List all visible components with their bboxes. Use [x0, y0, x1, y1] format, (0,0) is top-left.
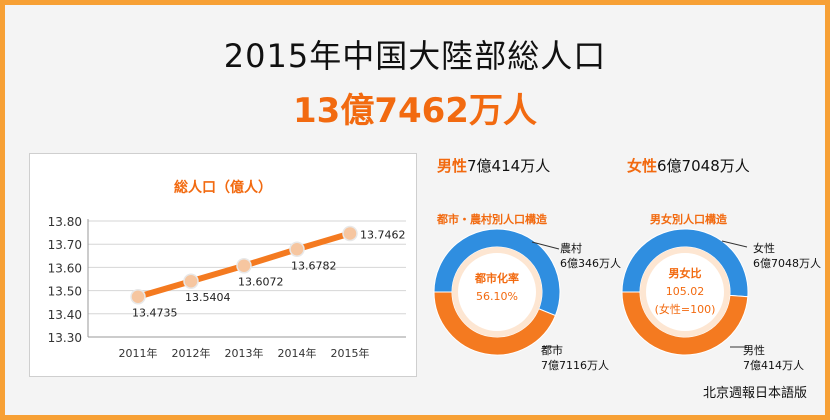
rural-callout-name: 農村	[560, 242, 582, 255]
x-tick-label: 2012年	[172, 346, 211, 360]
chart-title: 総人口（億人）	[174, 180, 272, 196]
female-callout: 女性 6億7048万人	[753, 241, 821, 271]
data-point	[342, 225, 358, 242]
x-tick-label: 2015年	[331, 346, 370, 360]
data-label: 13.6782	[291, 259, 337, 272]
donut-center-text: 男女比	[669, 266, 702, 280]
x-tick-label: 2014年	[278, 346, 317, 360]
donut-hole	[646, 253, 724, 331]
total-population: 13億7462万人	[293, 91, 537, 131]
male-value: 7億414万人	[467, 157, 551, 175]
male-callout-name: 男性	[743, 344, 765, 357]
donut-center-text: (女性=100)	[655, 302, 716, 316]
donut-center-text: 都市化率	[474, 271, 519, 285]
urban-rural-donut: 都市化率 56.10%	[433, 228, 561, 356]
y-tick-label: 13.70	[48, 238, 82, 252]
y-tick-label: 13.80	[48, 215, 82, 229]
gender-title: 男女別人口構造	[650, 213, 727, 226]
rural-callout-value: 6億346万人	[560, 257, 621, 270]
data-point	[289, 241, 305, 258]
female-callout-value: 6億7048万人	[753, 257, 821, 270]
callout-line	[531, 241, 560, 250]
data-point	[130, 288, 146, 305]
data-label: 13.4735	[132, 307, 178, 320]
donut-center-text: 105.02	[666, 285, 705, 298]
female-label: 女性	[627, 157, 658, 175]
x-tick-label: 2011年	[119, 346, 158, 360]
line-chart: 13.80 13.70 13.60 13.50 13.40 13.30 2011年 2012年…	[48, 215, 406, 360]
source-credit: 北京週報日本語版	[702, 386, 807, 401]
rural-callout: 農村 6億346万人	[560, 241, 621, 271]
female-callout-name: 女性	[753, 242, 775, 255]
data-point	[236, 257, 252, 274]
data-label: 13.5404	[185, 291, 231, 304]
data-point	[183, 273, 199, 289]
line-chart-panel: 総人口（億人） 13.80 13.70 13.60 13.50 13.40 13.30 20…	[29, 153, 417, 377]
data-label: 13.7462	[360, 228, 406, 241]
donut-hole	[458, 253, 536, 331]
data-label: 13.6072	[238, 276, 284, 289]
callout-line	[721, 240, 748, 248]
y-tick-label: 13.60	[48, 261, 82, 275]
y-tick-label: 13.50	[48, 285, 82, 299]
male-callout: 男性 7億414万人	[743, 343, 804, 373]
male-label: 男性	[437, 157, 468, 175]
urban-callout-name: 都市	[541, 344, 563, 357]
gender-donut: 男女比 105.02 (女性=100)	[621, 228, 749, 356]
y-tick-label: 13.30	[48, 331, 82, 345]
urban-callout: 都市 7億7116万人	[541, 343, 609, 373]
male-callout-value: 7億414万人	[743, 359, 804, 372]
donut-center-text: 56.10%	[476, 290, 518, 303]
y-tick-label: 13.40	[48, 308, 82, 322]
female-value: 6億7048万人	[657, 157, 750, 175]
urban-callout-value: 7億7116万人	[541, 359, 609, 372]
page-title: 2015年中国大陸部総人口	[223, 37, 607, 75]
male-summary: 男性7億414万人	[437, 155, 550, 176]
female-summary: 女性6億7048万人	[627, 155, 750, 176]
x-tick-label: 2013年	[225, 346, 264, 360]
urban-rural-title: 都市・農村別人口構造	[437, 213, 547, 226]
